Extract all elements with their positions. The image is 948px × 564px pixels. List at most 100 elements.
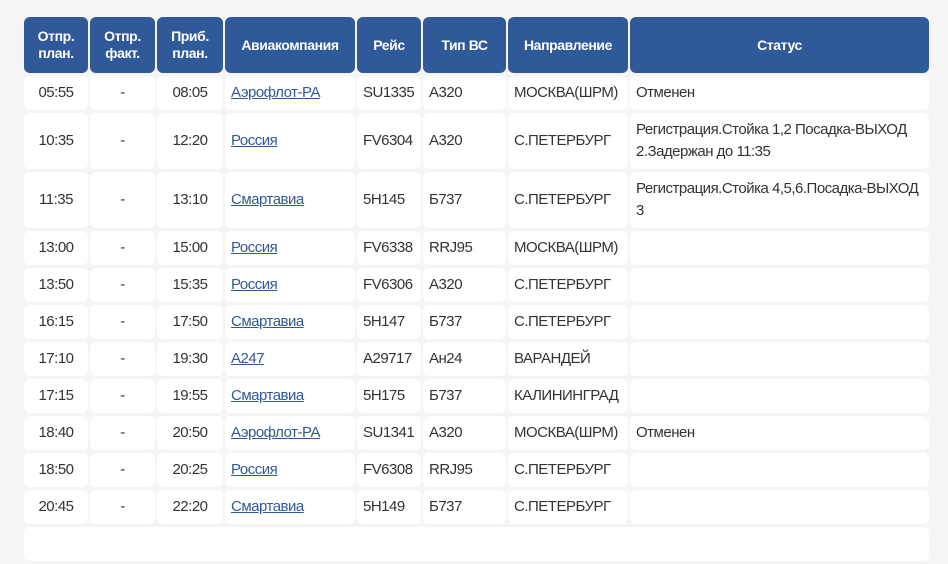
- cell-destination: С.ПЕТЕРБУРГ: [508, 490, 628, 524]
- cell-flight: FV6338: [357, 231, 421, 265]
- cell-airline: Смартавиа: [225, 379, 355, 413]
- cell-dep-plan: 16:15: [24, 305, 88, 339]
- cell-status: [630, 379, 929, 413]
- cell-arr-plan: 19:55: [157, 379, 223, 413]
- cell-status: [630, 305, 929, 339]
- cell-flight: FV6304: [357, 113, 421, 169]
- airline-link[interactable]: Аэрофлот-РА: [231, 424, 321, 441]
- cell-status: Регистрация.Стойка 4,5,6.Посадка-ВЫХОД 3: [630, 172, 929, 228]
- cell-destination: С.ПЕТЕРБУРГ: [508, 453, 628, 487]
- cell-status: [630, 231, 929, 265]
- cell-arr-plan: 15:00: [157, 231, 223, 265]
- airline-link[interactable]: Россия: [231, 461, 278, 478]
- cell-dep-fact: -: [90, 113, 155, 169]
- cell-dep-plan: 11:35: [24, 172, 88, 228]
- table-row: 13:50-15:35 Россия FV6306 А320 С.ПЕТЕРБУРГ: [24, 268, 929, 302]
- cell-aircraft: А320: [423, 268, 506, 302]
- cell-aircraft: RRJ95: [423, 453, 506, 487]
- cell-flight: SU1335: [357, 76, 421, 110]
- table-row: 05:55-08:05 Аэрофлот-РА SU1335 А320 МОСКВА(Ш…: [24, 76, 929, 110]
- airline-link[interactable]: Россия: [231, 276, 278, 293]
- cell-arr-plan: 12:20: [157, 113, 223, 169]
- column-header-dep-fact: Отпр. факт.: [90, 17, 155, 73]
- cell-flight: FV6308: [357, 453, 421, 487]
- airline-link[interactable]: Смартавиа: [231, 191, 304, 208]
- table-row: 18:50-20:25 Россия FV6308 RRJ95 С.ПЕТЕРБУРГ: [24, 453, 929, 487]
- cell-airline: Смартавиа: [225, 305, 355, 339]
- cell-dep-plan: 13:50: [24, 268, 88, 302]
- cell-arr-plan: 15:35: [157, 268, 223, 302]
- airline-link[interactable]: Смартавиа: [231, 387, 304, 404]
- table-row: 13:00-15:00 Россия FV6338 RRJ95 МОСКВА(ШРМ): [24, 231, 929, 265]
- table-row: 20:45-22:20 Смартавиа 5Н149 Б737 С.ПЕТЕРБУРГ: [24, 490, 929, 524]
- airline-link[interactable]: Смартавиа: [231, 498, 304, 515]
- cell-dep-plan: 05:55: [24, 76, 88, 110]
- cell-flight: 5Н175: [357, 379, 421, 413]
- airline-link[interactable]: А247: [231, 350, 265, 367]
- column-header-destination: Направление: [508, 17, 628, 73]
- cell-destination: МОСКВА(ШРМ): [508, 231, 628, 265]
- cell-dep-plan: 13:00: [24, 231, 88, 265]
- cell-aircraft: Ан24: [423, 342, 506, 376]
- cell-destination: ВАРАНДЕЙ: [508, 342, 628, 376]
- cell-aircraft: А320: [423, 113, 506, 169]
- flight-schedule-table: Отпр. план. Отпр. факт. Приб. план. Авиаком…: [22, 14, 931, 564]
- cell-arr-plan: 20:50: [157, 416, 223, 450]
- column-header-airline: Авиакомпания: [225, 17, 355, 73]
- cell-aircraft: А320: [423, 76, 506, 110]
- table-row-empty: [24, 527, 929, 561]
- cell-airline: Аэрофлот-РА: [225, 416, 355, 450]
- cell-aircraft: Б737: [423, 172, 506, 228]
- cell-airline: Россия: [225, 113, 355, 169]
- cell-destination: С.ПЕТЕРБУРГ: [508, 113, 628, 169]
- cell-airline: Россия: [225, 268, 355, 302]
- cell-status: [630, 268, 929, 302]
- cell-destination: МОСКВА(ШРМ): [508, 416, 628, 450]
- cell-dep-plan: 20:45: [24, 490, 88, 524]
- column-header-dep-plan: Отпр. план.: [24, 17, 88, 73]
- cell-aircraft: Б737: [423, 490, 506, 524]
- cell-dep-plan: 17:15: [24, 379, 88, 413]
- cell-aircraft: А320: [423, 416, 506, 450]
- cell-dep-fact: -: [90, 172, 155, 228]
- table-row: 10:35-12:20 Россия FV6304 А320 С.ПЕТЕРБУРГ Ре…: [24, 113, 929, 169]
- cell-dep-plan: 17:10: [24, 342, 88, 376]
- cell-airline: Россия: [225, 453, 355, 487]
- table-row: 17:10-19:30 А247 А29717 Ан24 ВАРАНДЕЙ: [24, 342, 929, 376]
- cell-arr-plan: 08:05: [157, 76, 223, 110]
- airline-link[interactable]: Аэрофлот-РА: [231, 84, 321, 101]
- column-header-flight: Рейс: [357, 17, 421, 73]
- cell-destination: С.ПЕТЕРБУРГ: [508, 268, 628, 302]
- table-row: 16:15-17:50 Смартавиа 5Н147 Б737 С.ПЕТЕРБУРГ: [24, 305, 929, 339]
- cell-airline: Аэрофлот-РА: [225, 76, 355, 110]
- airline-link[interactable]: Россия: [231, 132, 278, 149]
- cell-airline: Смартавиа: [225, 490, 355, 524]
- cell-destination: КАЛИНИНГРАД: [508, 379, 628, 413]
- airline-link[interactable]: Россия: [231, 239, 278, 256]
- cell-flight: FV6306: [357, 268, 421, 302]
- cell-flight: SU1341: [357, 416, 421, 450]
- airline-link[interactable]: Смартавиа: [231, 313, 304, 330]
- cell-arr-plan: 13:10: [157, 172, 223, 228]
- cell-destination: С.ПЕТЕРБУРГ: [508, 305, 628, 339]
- cell-destination: С.ПЕТЕРБУРГ: [508, 172, 628, 228]
- cell-arr-plan: 17:50: [157, 305, 223, 339]
- cell-dep-fact: -: [90, 231, 155, 265]
- column-header-aircraft: Тип ВС: [423, 17, 506, 73]
- cell-flight: 5Н149: [357, 490, 421, 524]
- column-header-status: Статус: [630, 17, 929, 73]
- cell-arr-plan: 19:30: [157, 342, 223, 376]
- cell-airline: Смартавиа: [225, 172, 355, 228]
- cell-dep-fact: -: [90, 379, 155, 413]
- table-row: 17:15-19:55 Смартавиа 5Н175 Б737 КАЛИНИНГРАД: [24, 379, 929, 413]
- cell-flight: 5Н147: [357, 305, 421, 339]
- header-row: Отпр. план. Отпр. факт. Приб. план. Авиаком…: [24, 17, 929, 73]
- cell-dep-plan: 18:50: [24, 453, 88, 487]
- cell-dep-fact: -: [90, 342, 155, 376]
- cell-arr-plan: 20:25: [157, 453, 223, 487]
- cell-status: [630, 342, 929, 376]
- cell-status: [630, 453, 929, 487]
- cell-dep-fact: -: [90, 490, 155, 524]
- cell-dep-fact: -: [90, 268, 155, 302]
- cell-dep-fact: -: [90, 416, 155, 450]
